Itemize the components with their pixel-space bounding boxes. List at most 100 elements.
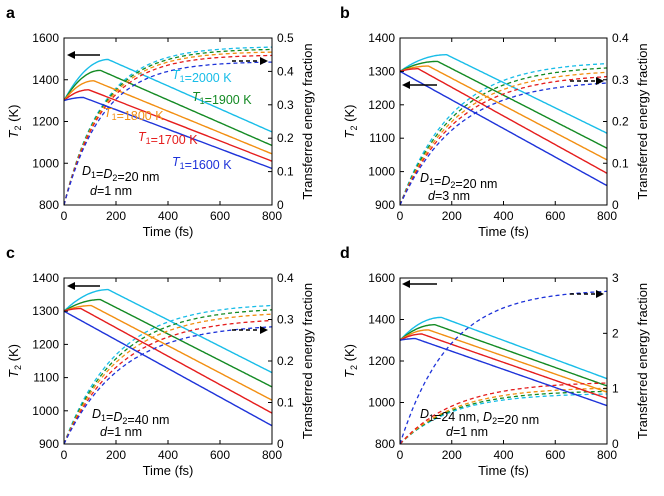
series-t11800k-T2-line: [64, 80, 272, 155]
series-t11900k-energy-line: [400, 390, 607, 444]
x-tick-label: 800: [262, 448, 282, 462]
series-label: T1=1700 K: [138, 130, 198, 147]
y-left-tick-label: 1200: [368, 354, 395, 368]
y-left-tick-label: 900: [39, 437, 59, 451]
series-label: T1=1800 K: [104, 106, 164, 123]
series-label: T1=2000 K: [172, 68, 232, 85]
x-axis-label: Time (fs): [478, 224, 529, 239]
annotation-diameter: D1=D2=40 nm: [92, 407, 169, 427]
x-tick-label: 400: [158, 209, 178, 223]
y-left-tick-label: 1000: [368, 165, 395, 179]
annotation-gap: d=1 nm: [100, 425, 142, 439]
y-left-tick-label: 1200: [368, 98, 395, 112]
y-left-axis-label: T2 (K): [342, 105, 359, 139]
series-t12000k-T2-line: [64, 58, 272, 133]
panel-label: c: [6, 245, 15, 262]
annotation-diameter: D1=D2=20 nm: [420, 171, 497, 191]
panel-d: d 0 200 400 600 800 800 1000 1200 1400 1600 0 1 2 3 Tim…: [340, 245, 650, 478]
annotation-diameter: D1=D2=20 nm: [82, 164, 159, 184]
y-right-axis-label: Transferred energy fraction: [635, 283, 650, 439]
y-right-tick-label: 0.3: [277, 313, 294, 327]
x-tick-label: 600: [545, 209, 565, 223]
x-tick-label: 0: [61, 209, 68, 223]
x-axis-label: Time (fs): [478, 463, 529, 478]
x-tick-label: 800: [597, 209, 617, 223]
series-t11800k-energy-line: [400, 71, 607, 205]
series-t11700k-energy-line: [64, 54, 272, 205]
y-right-tick-label: 1: [612, 382, 619, 396]
series-t11600k-T2-line: [400, 337, 607, 407]
y-left-tick-label: 1400: [32, 271, 59, 285]
y-left-tick-label: 1400: [368, 31, 395, 45]
y-right-tick-label: 0.4: [277, 64, 294, 78]
series-t11600k-energy-line: [64, 61, 272, 205]
panel-label: d: [340, 245, 350, 262]
panel-label: b: [340, 5, 350, 22]
series-t11700k-energy-line: [400, 76, 607, 205]
series-t11800k-energy-line: [400, 387, 607, 444]
series-t11900k-energy-line: [64, 309, 272, 444]
series-t11800k-energy-line: [64, 313, 272, 444]
series-t11600k-T2-line: [64, 310, 272, 427]
curves: [400, 290, 607, 444]
y-right-tick-label: 0: [612, 198, 619, 212]
y-right-tick-label: 0.1: [612, 156, 629, 170]
series-t11700k-T2-line: [64, 89, 272, 162]
y-left-axis-label: T2 (K): [342, 344, 359, 378]
x-tick-label: 800: [597, 448, 617, 462]
series-t12000k-T2-line: [400, 54, 607, 134]
series-t11800k-T2-line: [400, 65, 607, 161]
curves: [64, 288, 272, 444]
y-right-tick-label: 0.1: [277, 165, 294, 179]
y-right-tick-label: 0.3: [612, 73, 629, 87]
y-left-tick-label: 1600: [368, 271, 395, 285]
series-t11700k-energy-line: [400, 382, 607, 444]
y-right-tick-label: 3: [612, 271, 619, 285]
panel-a: a 0 200 400 600 800 800 1000 1200 1400 1600 0 0.1 0.2…: [6, 5, 315, 239]
y-right-tick-label: 0.2: [277, 131, 294, 145]
series-t11600k-energy-line: [400, 82, 607, 205]
x-tick-label: 200: [442, 448, 462, 462]
panel-label: a: [6, 5, 15, 22]
x-tick-label: 600: [210, 209, 230, 223]
x-tick-label: 0: [61, 448, 68, 462]
x-tick-label: 800: [262, 209, 282, 223]
series-t12000k-energy-line: [400, 62, 607, 205]
right-axis-arrow-head: [596, 290, 604, 298]
x-tick-label: 0: [397, 209, 404, 223]
series-t11900k-T2-line: [400, 324, 607, 387]
x-tick-label: 0: [397, 448, 404, 462]
series-t11900k-T2-line: [400, 60, 607, 149]
series-label: T1=1600 K: [172, 155, 232, 172]
x-tick-label: 400: [158, 448, 178, 462]
curves: [64, 46, 272, 205]
y-left-tick-label: 1000: [32, 404, 59, 418]
series-t11800k-energy-line: [64, 51, 272, 205]
x-tick-label: 200: [442, 209, 462, 223]
y-right-tick-label: 0: [277, 198, 284, 212]
series-label: T1=1900 K: [192, 90, 252, 107]
left-axis-arrow-head: [402, 280, 410, 288]
curves: [400, 54, 607, 205]
y-left-tick-label: 800: [375, 437, 395, 451]
x-tick-label: 600: [545, 448, 565, 462]
right-axis-arrow-head: [596, 77, 604, 85]
series-t11900k-T2-line: [64, 298, 272, 388]
panel-b: b 0 200 400 600 800 900 1000 1100 1200 1300 1400 0 0.…: [340, 5, 650, 239]
y-left-tick-label: 1300: [368, 64, 395, 78]
annotation-diameter: D1=24 nm, D2=20 nm: [420, 407, 539, 427]
right-axis-arrow-head: [260, 326, 268, 334]
y-right-tick-label: 0.5: [277, 31, 294, 45]
series-t11800k-T2-line: [400, 329, 607, 393]
y-left-tick-label: 1000: [32, 156, 59, 170]
y-right-tick-label: 0: [277, 437, 284, 451]
right-axis-arrow-head: [260, 57, 268, 65]
series-t11900k-T2-line: [64, 69, 272, 147]
y-right-tick-label: 2: [612, 326, 619, 340]
y-right-axis-label: Transferred energy fraction: [635, 43, 650, 199]
y-left-tick-label: 800: [39, 198, 59, 212]
y-left-tick-label: 1000: [368, 396, 395, 410]
y-left-tick-label: 1400: [32, 73, 59, 87]
series-t11800k-T2-line: [64, 304, 272, 401]
y-right-tick-label: 0.4: [612, 31, 629, 45]
